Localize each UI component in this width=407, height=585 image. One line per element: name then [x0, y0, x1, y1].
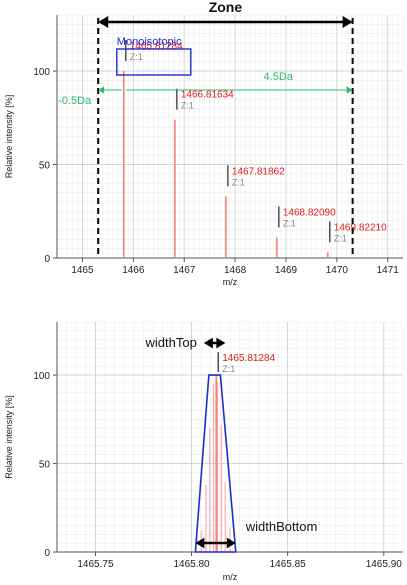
zone-arrow-right-head — [342, 16, 353, 28]
x-tick-label: 1467 — [173, 265, 196, 276]
plus-offset-label: 4.5Da — [264, 71, 294, 83]
peak-charge-label: Z:1 — [222, 364, 235, 374]
minus-offset-label: -0.5Da — [58, 95, 92, 107]
x-tick-label: 1466 — [122, 265, 145, 276]
y-axis-label: Relative intensity [%] — [4, 95, 14, 179]
peak-mz-label: 1466.81634 — [181, 90, 234, 101]
x-tick-label: 1465.80 — [173, 559, 210, 570]
y-tick-label: 0 — [44, 254, 50, 265]
monoisotopic-box — [116, 48, 192, 76]
x-tick-label: 1465 — [71, 265, 94, 276]
peak-mz-label: 1468.82090 — [283, 207, 336, 218]
width-bottom-label: widthBottom — [245, 519, 318, 534]
y-tick-label: 100 — [33, 371, 50, 382]
x-axis-label: m/z — [223, 277, 238, 287]
width-bottom-arrow-left-head — [195, 537, 205, 549]
width-bottom-arrow-right-head — [226, 537, 236, 549]
zone-arrow-left-head — [98, 16, 109, 28]
peak-charge-label: Z:1 — [334, 233, 347, 243]
peak-mz-label: 1465.81284 — [222, 353, 275, 364]
x-tick-label: 1465.85 — [270, 559, 307, 570]
y-tick-label: 50 — [39, 460, 51, 471]
chart-peak-width: 1465.75 1465.80 1465.85 1465.90 0 50 100 m/z Rel… — [4, 321, 404, 582]
width-top-arrow-left-head — [203, 337, 213, 349]
x-tick-label: 1465.90 — [366, 559, 403, 570]
peak-charge-label: Z:1 — [232, 177, 245, 187]
zone-label: Zone — [209, 0, 243, 15]
y-tick-label: 0 — [44, 548, 50, 559]
peak-mz-label: 1469.82210 — [334, 222, 387, 233]
monoisotopic-label: Monoisotopic — [117, 36, 182, 48]
y-tick-label: 50 — [39, 161, 51, 172]
minus-offset-arrow-head — [98, 86, 105, 94]
x-tick-label: 1470 — [326, 265, 349, 276]
peak-trapezoid — [194, 374, 237, 553]
peak-mz-label: 1467.81862 — [232, 166, 285, 177]
x-tick-label: 1469 — [275, 265, 298, 276]
peak-charge-label: Z:1 — [283, 218, 296, 228]
x-tick-label: 1465.75 — [77, 559, 114, 570]
y-tick-label: 100 — [33, 67, 50, 78]
x-tick-label: 1471 — [377, 265, 400, 276]
x-axis-label: m/z — [223, 572, 238, 582]
width-top-label: widthTop — [145, 335, 197, 350]
peak-charge-label: Z:1 — [130, 52, 143, 62]
x-tick-label: 1468 — [224, 265, 247, 276]
y-axis-label: Relative intensity [%] — [4, 395, 14, 479]
peak-charge-label: Z:1 — [181, 101, 194, 111]
chart-isotope-zone: 1465 1466 1467 1468 1469 1470 1471 0 50 100 m/z Rel… — [4, 0, 404, 287]
width-top-arrow-right-head — [216, 337, 226, 349]
peak-mz-label: 1465.81284 — [130, 41, 183, 52]
plus-offset-arrow-head — [346, 86, 353, 94]
